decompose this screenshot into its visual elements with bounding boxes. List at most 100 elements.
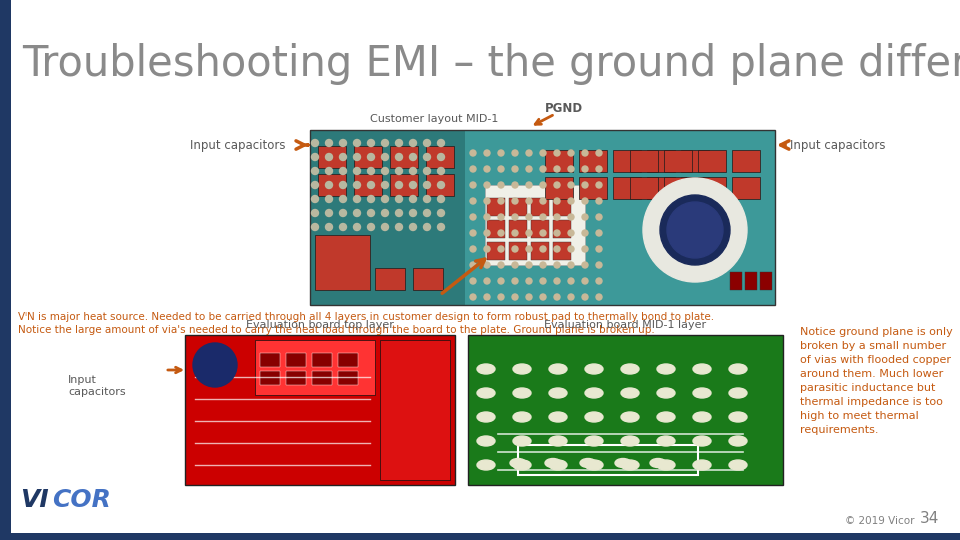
Bar: [531, 198, 549, 216]
Circle shape: [353, 153, 361, 160]
Circle shape: [512, 230, 518, 236]
Circle shape: [526, 198, 532, 204]
Circle shape: [512, 278, 518, 284]
Circle shape: [498, 246, 504, 252]
Circle shape: [340, 153, 347, 160]
Ellipse shape: [477, 460, 495, 470]
Circle shape: [596, 198, 602, 204]
Bar: [185, 335, 455, 485]
Circle shape: [353, 224, 361, 231]
Circle shape: [311, 181, 319, 188]
Circle shape: [498, 214, 504, 220]
Bar: [531, 220, 549, 238]
Text: Input capacitors: Input capacitors: [190, 138, 285, 152]
Circle shape: [381, 139, 389, 146]
Bar: [426, 146, 454, 168]
Ellipse shape: [545, 458, 561, 468]
Circle shape: [311, 210, 319, 217]
Circle shape: [438, 210, 444, 217]
Ellipse shape: [729, 460, 747, 470]
Circle shape: [643, 178, 747, 282]
Ellipse shape: [693, 460, 711, 470]
Bar: [760, 272, 772, 290]
Circle shape: [193, 343, 237, 387]
Ellipse shape: [615, 458, 631, 468]
Circle shape: [438, 181, 444, 188]
Circle shape: [526, 230, 532, 236]
Circle shape: [554, 278, 560, 284]
Ellipse shape: [621, 412, 639, 422]
Bar: [286, 353, 306, 367]
Circle shape: [554, 166, 560, 172]
Ellipse shape: [585, 412, 603, 422]
Ellipse shape: [657, 460, 675, 470]
Bar: [579, 150, 607, 172]
Circle shape: [526, 214, 532, 220]
Circle shape: [396, 195, 402, 202]
Bar: [255, 340, 375, 395]
Ellipse shape: [657, 388, 675, 398]
Circle shape: [526, 294, 532, 300]
Ellipse shape: [585, 364, 603, 374]
Circle shape: [660, 195, 730, 265]
Circle shape: [325, 210, 332, 217]
Circle shape: [470, 182, 476, 188]
Circle shape: [470, 166, 476, 172]
Circle shape: [568, 182, 574, 188]
Bar: [613, 177, 641, 199]
Circle shape: [396, 224, 402, 231]
Text: Evaluation board top layer: Evaluation board top layer: [246, 320, 394, 330]
Bar: [426, 174, 454, 196]
Circle shape: [410, 153, 417, 160]
Bar: [375, 268, 405, 290]
Ellipse shape: [549, 388, 567, 398]
Circle shape: [325, 224, 332, 231]
Ellipse shape: [477, 436, 495, 446]
Bar: [0, 533, 960, 540]
Bar: [553, 198, 571, 216]
Circle shape: [340, 210, 347, 217]
Circle shape: [554, 230, 560, 236]
Circle shape: [381, 167, 389, 174]
Ellipse shape: [513, 364, 531, 374]
Circle shape: [540, 182, 546, 188]
Ellipse shape: [729, 412, 747, 422]
Circle shape: [325, 181, 332, 188]
Ellipse shape: [693, 436, 711, 446]
Text: © 2019 Vicor: © 2019 Vicor: [845, 516, 915, 526]
Ellipse shape: [477, 388, 495, 398]
Circle shape: [596, 230, 602, 236]
Circle shape: [410, 195, 417, 202]
Circle shape: [423, 181, 430, 188]
Circle shape: [512, 262, 518, 268]
Bar: [698, 177, 726, 199]
Circle shape: [526, 246, 532, 252]
Circle shape: [340, 167, 347, 174]
Bar: [487, 198, 505, 216]
Circle shape: [311, 153, 319, 160]
Circle shape: [582, 230, 588, 236]
Circle shape: [568, 246, 574, 252]
Circle shape: [582, 262, 588, 268]
Circle shape: [381, 153, 389, 160]
Circle shape: [470, 262, 476, 268]
Circle shape: [667, 202, 723, 258]
Circle shape: [438, 195, 444, 202]
Bar: [380, 340, 450, 480]
Bar: [509, 198, 527, 216]
Circle shape: [554, 214, 560, 220]
Bar: [312, 371, 332, 385]
Circle shape: [568, 278, 574, 284]
Bar: [354, 146, 382, 168]
Circle shape: [596, 214, 602, 220]
Bar: [698, 150, 726, 172]
Text: Evaluation board MID-1 layer: Evaluation board MID-1 layer: [544, 320, 706, 330]
Circle shape: [484, 278, 490, 284]
Bar: [613, 150, 641, 172]
Circle shape: [470, 230, 476, 236]
Circle shape: [512, 166, 518, 172]
Circle shape: [396, 139, 402, 146]
Bar: [468, 335, 783, 485]
Text: Troubleshooting EMI – the ground plane differences: Troubleshooting EMI – the ground plane d…: [22, 43, 960, 85]
Ellipse shape: [549, 364, 567, 374]
